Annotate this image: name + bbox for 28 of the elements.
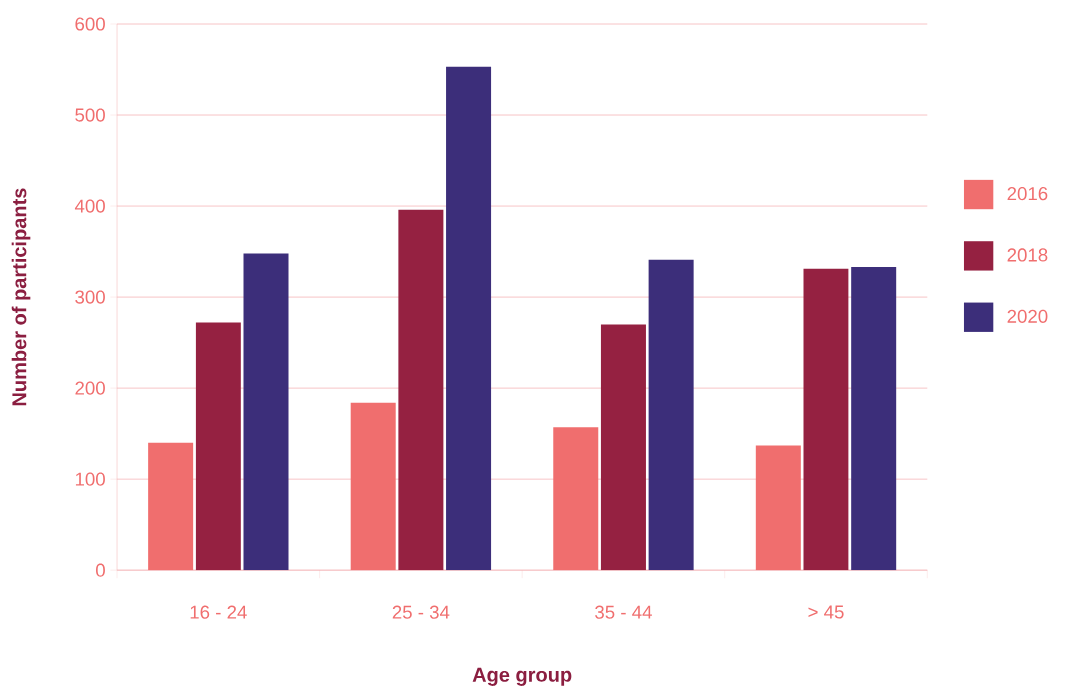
y-tick-label: 0 bbox=[96, 563, 105, 577]
bar bbox=[553, 427, 599, 571]
bar bbox=[600, 324, 646, 571]
bar bbox=[350, 402, 396, 571]
x-tick-label: > 45 bbox=[808, 605, 844, 619]
legend-label: 2020 bbox=[1007, 309, 1048, 323]
x-axis-title: Age group bbox=[472, 667, 572, 686]
bar bbox=[446, 66, 492, 571]
x-tick-label: 25 - 34 bbox=[392, 605, 450, 619]
y-tick-label: 200 bbox=[75, 381, 105, 395]
x-tick-label: 16 - 24 bbox=[190, 605, 247, 619]
y-axis-title: Number of participants bbox=[11, 188, 31, 406]
bar bbox=[148, 442, 194, 571]
y-tick-label: 100 bbox=[75, 472, 105, 486]
bar bbox=[398, 209, 444, 571]
y-tick-label: 500 bbox=[75, 108, 105, 122]
bar bbox=[803, 268, 849, 571]
y-tick-label: 400 bbox=[74, 199, 105, 213]
bar bbox=[648, 259, 694, 571]
legend-label: 2016 bbox=[1007, 186, 1048, 201]
x-tick-label: 35 - 44 bbox=[595, 605, 652, 619]
bar bbox=[755, 445, 801, 571]
bar bbox=[851, 266, 897, 571]
y-tick-label: 600 bbox=[75, 17, 105, 31]
legend-label: 2018 bbox=[1007, 248, 1048, 262]
y-tick-label: 300 bbox=[75, 290, 105, 304]
bar bbox=[195, 322, 241, 571]
bar bbox=[243, 253, 289, 571]
